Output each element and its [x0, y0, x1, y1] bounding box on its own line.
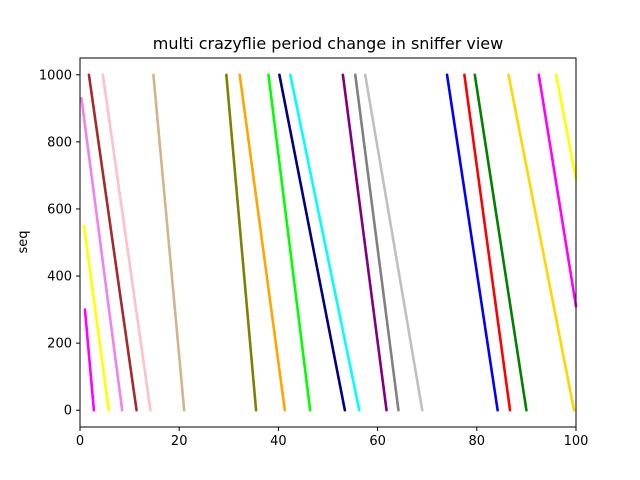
series-6-segment-0 [225, 73, 258, 412]
series-12-segment-0 [353, 73, 400, 412]
series-14-segment-0 [445, 73, 499, 412]
x-tick-label: 100 [564, 434, 589, 449]
series-18-segment-0 [537, 73, 578, 308]
y-tick-label: 200 [47, 337, 72, 352]
series-19 [554, 73, 578, 181]
series-1 [87, 73, 138, 412]
series-3-segment-0 [82, 224, 111, 412]
series-13-segment-0 [363, 73, 424, 412]
series-17 [507, 73, 576, 412]
x-tick-label: 0 [76, 434, 84, 449]
series-1-segment-0 [87, 73, 138, 412]
x-axis: 0 20 40 60 80 100 [76, 427, 589, 449]
series-15 [463, 73, 512, 412]
x-tick-label: 60 [369, 434, 386, 449]
x-tick-label: 20 [171, 434, 188, 449]
y-tick-label: 400 [47, 270, 72, 285]
series-9 [278, 73, 347, 412]
plot-area [80, 73, 578, 412]
y-axis: 0 200 400 600 800 1000 [39, 68, 80, 419]
series-8 [267, 73, 312, 412]
series-7 [238, 73, 287, 412]
series-4 [83, 308, 96, 412]
series-13 [363, 73, 424, 412]
series-2-segment-0 [80, 96, 124, 412]
series-8-segment-0 [267, 73, 312, 412]
series-14 [445, 73, 499, 412]
x-tick-label: 80 [469, 434, 486, 449]
series-7-segment-0 [238, 73, 287, 412]
series-5 [152, 73, 186, 412]
x-tick-label: 40 [270, 434, 287, 449]
series-15-segment-0 [463, 73, 512, 412]
series-10 [289, 73, 361, 412]
series-0 [101, 73, 152, 412]
series-9-segment-0 [278, 73, 347, 412]
series-10-segment-0 [289, 73, 361, 412]
series-16-segment-0 [473, 73, 528, 412]
series-18 [537, 73, 578, 308]
series-11-segment-0 [341, 73, 388, 412]
series-12 [353, 73, 400, 412]
y-axis-label: seq [16, 230, 31, 253]
series-16 [473, 73, 528, 412]
y-tick-label: 0 [64, 404, 72, 419]
y-tick-label: 800 [47, 135, 72, 150]
y-tick-label: 1000 [39, 68, 72, 83]
series-19-segment-0 [554, 73, 578, 181]
series-0-segment-0 [101, 73, 152, 412]
series-4-segment-0 [83, 308, 96, 412]
series-2 [80, 96, 124, 412]
series-3 [82, 224, 111, 412]
series-5-segment-0 [152, 73, 186, 412]
series-17-segment-0 [507, 73, 576, 412]
y-tick-label: 600 [47, 202, 72, 217]
chart-title: multi crazyflie period change in sniffer… [153, 34, 503, 53]
series-11 [341, 73, 388, 412]
series-6 [225, 73, 258, 412]
axes-frame [79, 57, 577, 428]
